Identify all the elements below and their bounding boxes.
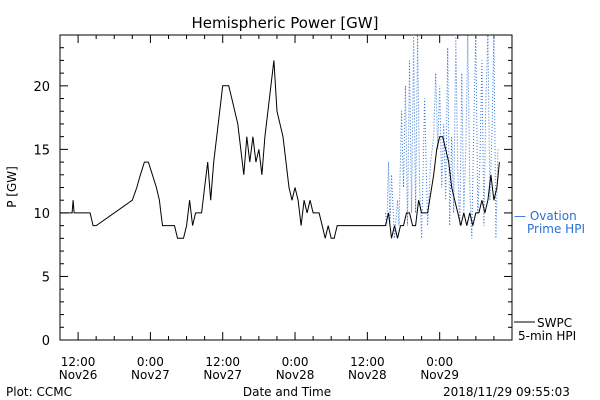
x-tick-label-time: 12:00: [350, 355, 385, 369]
plot-frame: [59, 34, 513, 341]
x-tick-label-time: 0:00: [282, 355, 309, 369]
y-tick-label: 15: [33, 143, 50, 158]
x-tick-label-time: 12:00: [205, 355, 240, 369]
x-tick-label-date: Nov28: [348, 368, 387, 382]
series-layer: [60, 34, 500, 239]
plot-credit: Plot: CCMC: [6, 385, 72, 399]
legend: — Ovation Prime HPI SWPC 5-min HPI: [514, 209, 585, 343]
x-tick-label-date: Nov29: [420, 368, 459, 382]
series-swpc-line: [60, 60, 500, 239]
y-tick-label: 0: [42, 334, 50, 349]
x-axis: 12:00Nov260:00Nov2712:00Nov270:00Nov2812…: [59, 35, 513, 382]
legend-ovation-line2: Prime HPI: [527, 222, 585, 236]
y-axis-label: P [GW]: [5, 166, 19, 208]
x-tick-label-time: 12:00: [61, 355, 96, 369]
legend-ovation-line1: — Ovation: [514, 209, 577, 223]
y-tick-label: 10: [33, 207, 50, 222]
x-tick-label-time: 0:00: [137, 355, 164, 369]
x-tick-label-date: Nov27: [131, 368, 170, 382]
x-axis-label: Date and Time: [243, 385, 331, 399]
y-tick-label: 20: [33, 80, 50, 95]
legend-swpc-line2: 5-min HPI: [518, 329, 576, 343]
series-ovation-line: [384, 34, 499, 239]
timestamp: 2018/11/29 09:55:03: [443, 385, 570, 399]
x-tick-label-date: Nov27: [203, 368, 242, 382]
chart-title: Hemispheric Power [GW]: [192, 14, 379, 32]
x-tick-label-time: 0:00: [426, 355, 453, 369]
y-tick-label: 5: [42, 270, 50, 285]
y-axis: 0 5 10 15 20: [33, 34, 512, 349]
legend-swpc-line1: SWPC: [537, 316, 572, 330]
x-tick-label-date: Nov28: [276, 368, 315, 382]
x-tick-label-date: Nov26: [59, 368, 98, 382]
